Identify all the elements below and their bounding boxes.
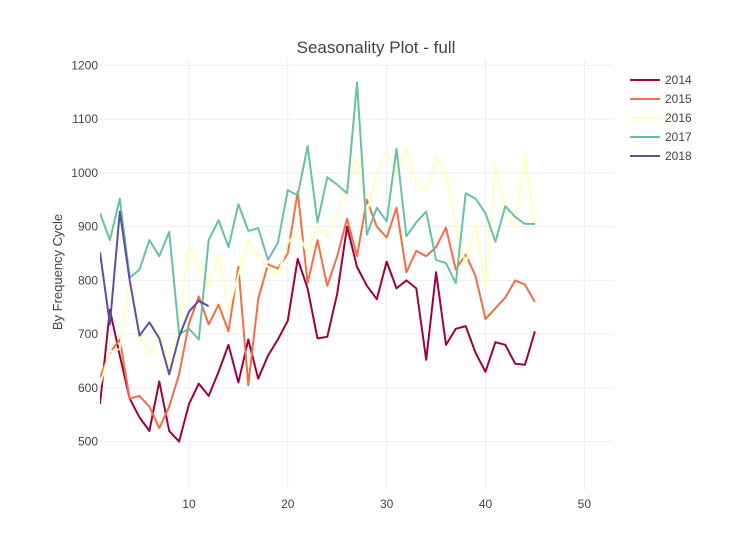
x-tick-label: 10 [182,497,196,511]
legend-label: 2018 [665,149,692,163]
legend-item-2016[interactable]: 2016 [630,111,692,125]
legend-label: 2014 [665,73,692,87]
y-axis-label: By Frequency Cycle [50,214,65,330]
y-tick-label: 800 [78,273,98,287]
x-tick-label: 20 [281,497,295,511]
x-tick-label: 30 [380,497,394,511]
x-tick-label: 40 [479,497,493,511]
legend-item-2017[interactable]: 2017 [630,130,692,144]
plot-area [100,81,536,443]
legend[interactable]: 2014 2015 2016 2017 2018 [630,73,692,163]
series-line-2015[interactable] [100,190,536,430]
y-tick-label: 500 [78,435,98,449]
series-line-2016[interactable] [100,147,536,386]
x-tick-label: 50 [578,497,592,511]
legend-label: 2016 [665,111,692,125]
legend-label: 2017 [665,130,692,144]
legend-item-2018[interactable]: 2018 [630,149,692,163]
grid-layer [100,60,614,490]
series-line-2014[interactable] [100,225,536,443]
series-line-2017[interactable] [100,81,535,341]
legend-item-2014[interactable]: 2014 [630,73,692,87]
chart-title: Seasonality Plot - full [297,38,456,57]
y-tick-label: 1000 [71,166,98,180]
tick-layer: 500 600 700 800 900 1000 1100 1200 10 20 30 40 50 [71,58,591,511]
series-line-2018[interactable] [100,210,210,376]
y-tick-label: 600 [78,381,98,395]
y-tick-label: 1100 [72,112,98,126]
legend-item-2015[interactable]: 2015 [630,92,692,106]
y-tick-label: 1200 [71,58,98,72]
y-tick-label: 900 [78,220,98,234]
legend-label: 2015 [665,92,692,106]
y-tick-label: 700 [78,327,98,341]
